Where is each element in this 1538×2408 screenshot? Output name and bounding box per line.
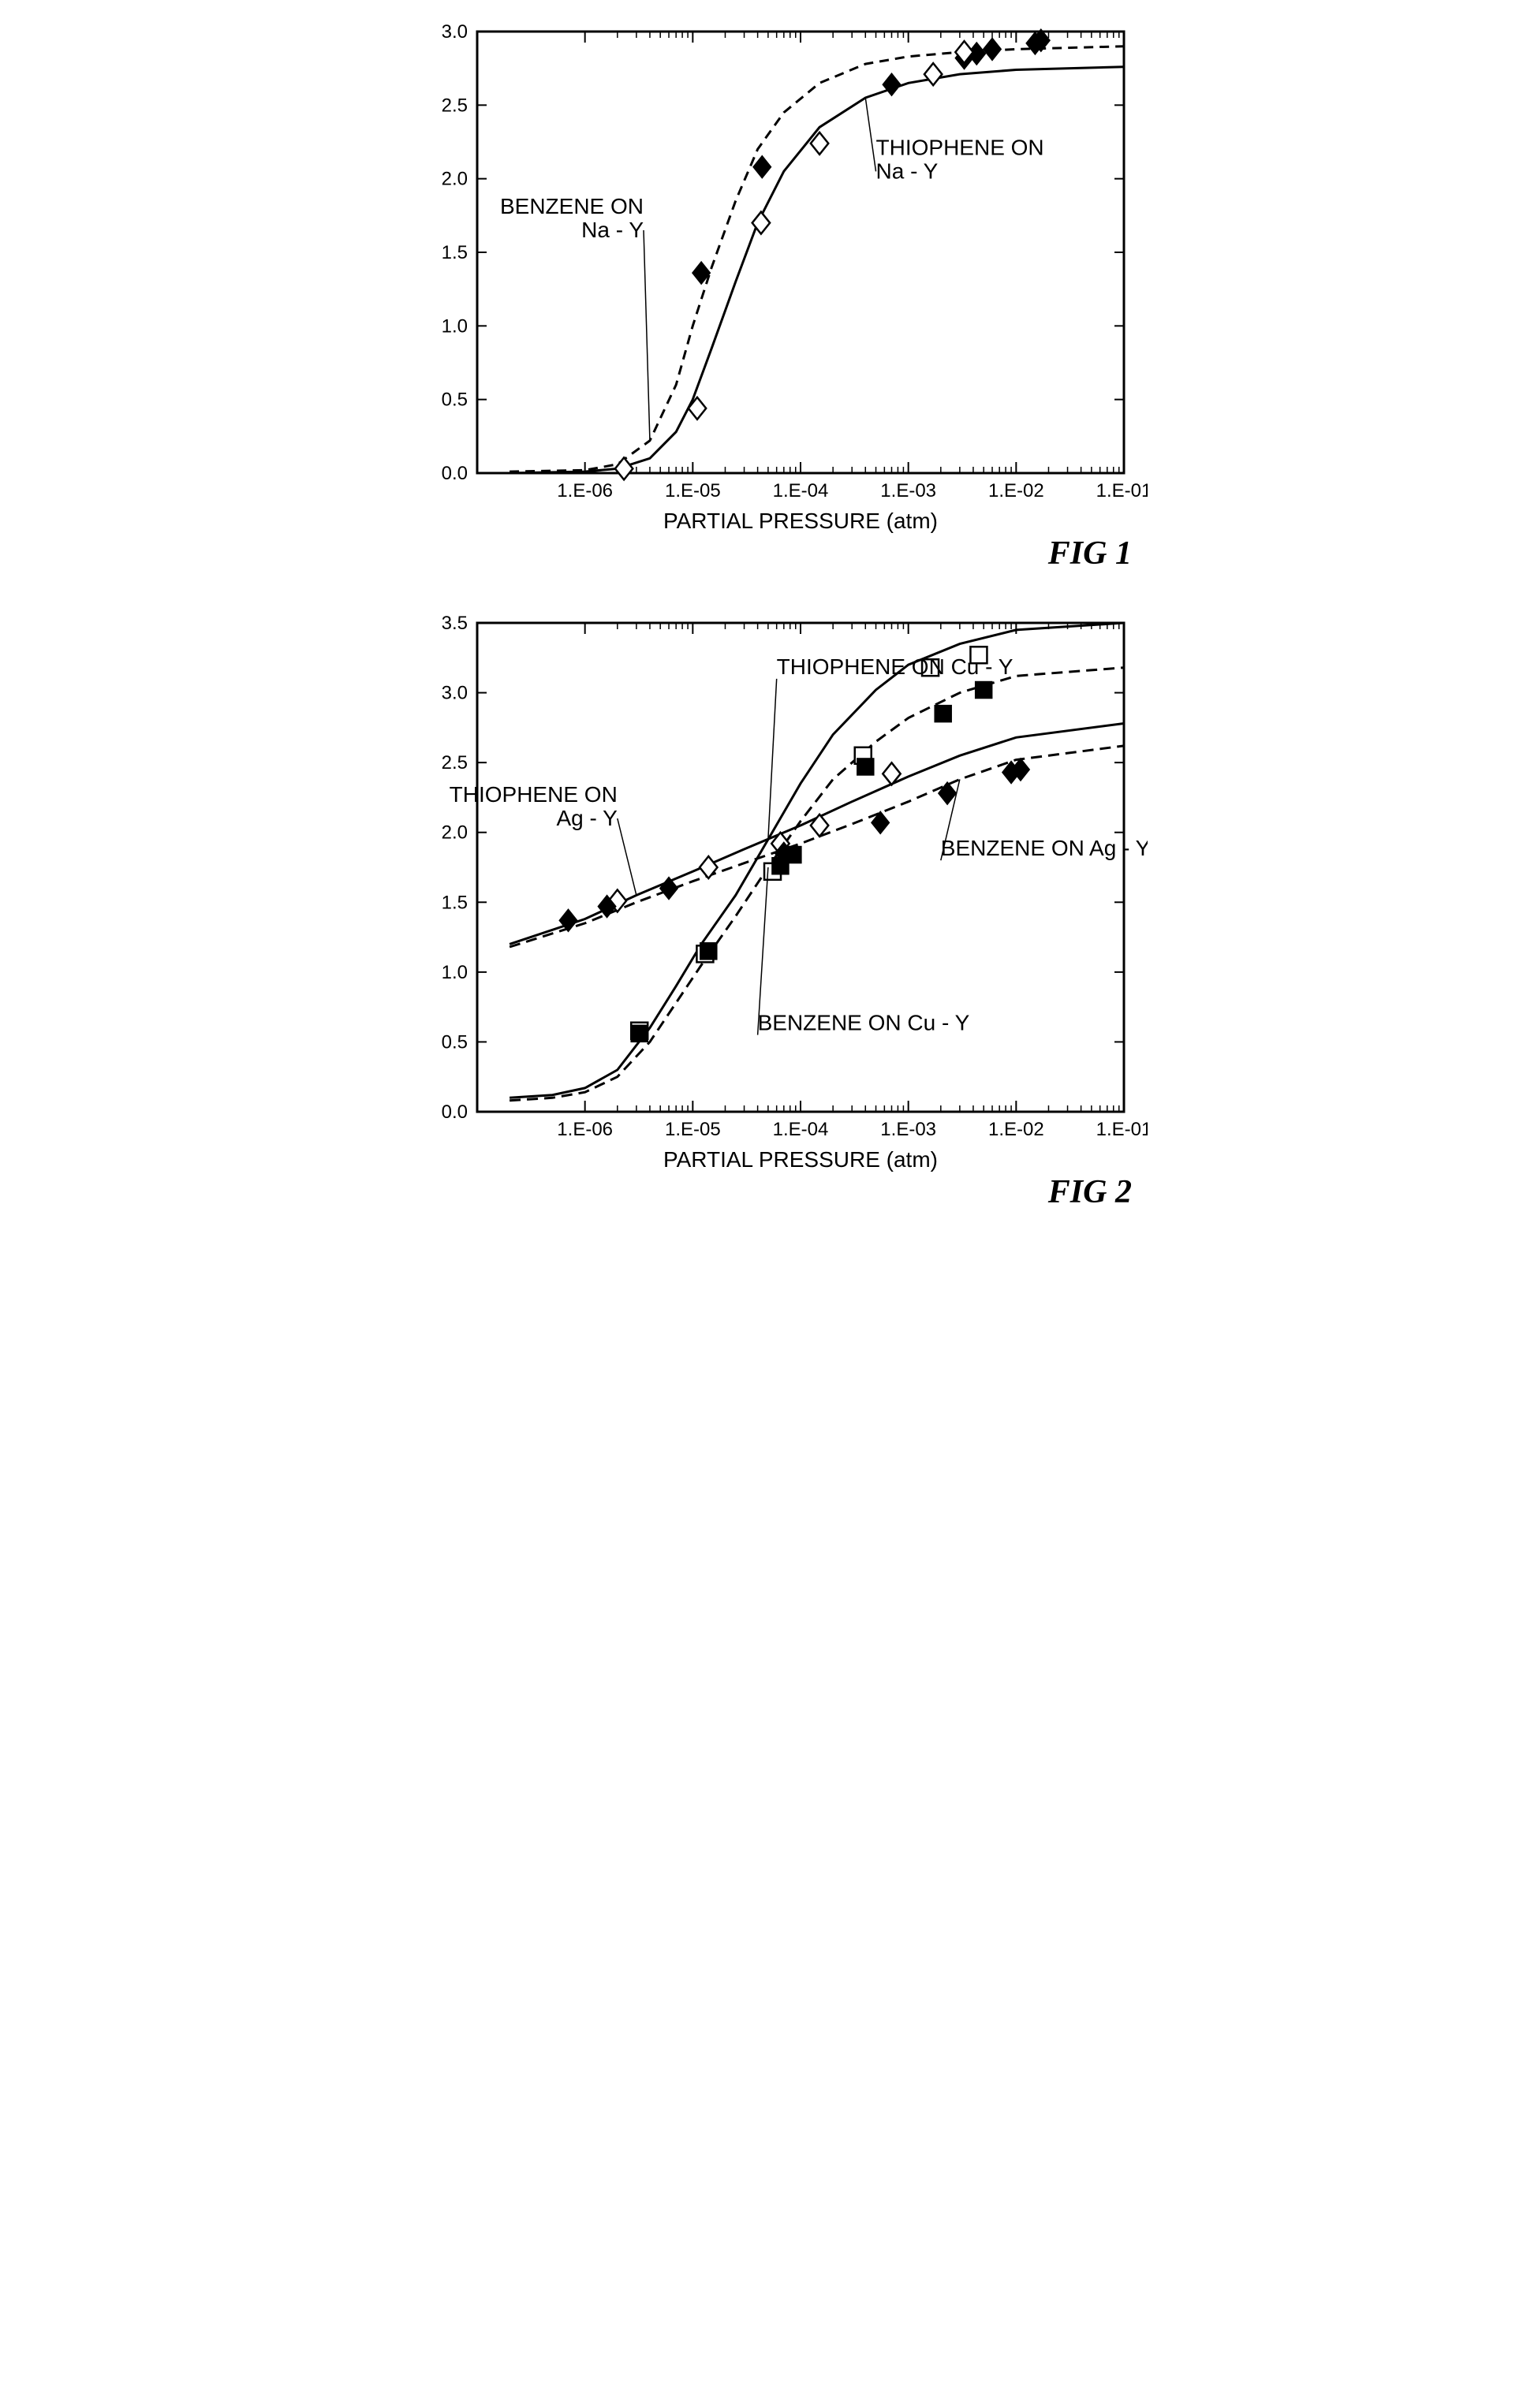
figure-1-chart: 0.0 0.5 1.0 1.5 2.0 2.5 3.0 1.E-06 1.E-05 1.E-04 1… (390, 16, 1148, 576)
series-annotation: Na - Y (581, 218, 644, 242)
x-tick-label: 1.E-06 (557, 1119, 613, 1140)
series-annotation: THIOPHENE ON Cu - Y (777, 654, 1014, 679)
y-tick-label: 0.0 (442, 463, 468, 484)
x-tick-label: 1.E-02 (988, 480, 1044, 501)
y-tick-label: 3.0 (442, 21, 468, 43)
x-tick-label: 1.E-04 (773, 1119, 829, 1140)
y-tick-label: 3.0 (442, 683, 468, 704)
x-tick-label: 1.E-05 (665, 1119, 721, 1140)
y-tick-label: 1.5 (442, 892, 468, 913)
series-annotation: BENZENE ON Cu - Y (758, 1011, 970, 1035)
x-tick-label: 1.E-01 (1096, 480, 1148, 501)
x-tick-label: 1.E-03 (880, 480, 936, 501)
figure-1-wrapper: 0.0 0.5 1.0 1.5 2.0 2.5 3.0 1.E-06 1.E-05 1.E-04 1… (390, 16, 1148, 576)
marker-square-filled (700, 943, 717, 960)
series-annotation: BENZENE ON (500, 194, 644, 218)
x-tick-label: 1.E-03 (880, 1119, 936, 1140)
x-axis-label: PARTIAL PRESSURE (atm) (663, 509, 938, 533)
y-tick-label: 1.5 (442, 242, 468, 263)
y-tick-label: 2.0 (442, 169, 468, 190)
y-tick-label: 2.5 (442, 95, 468, 116)
marker-square-filled (976, 682, 992, 699)
marker-square-filled (631, 1025, 648, 1042)
figure-container: 0.0 0.5 1.0 1.5 2.0 2.5 3.0 1.E-06 1.E-05 1.E-04 1… (390, 16, 1148, 1214)
x-tick-label: 1.E-02 (988, 1119, 1044, 1140)
marker-square-filled (857, 759, 874, 775)
x-tick-label: 1.E-04 (773, 480, 829, 501)
series-annotation: THIOPHENE ON (876, 135, 1044, 159)
marker-square-filled (935, 706, 951, 722)
y-tick-label: 1.0 (442, 315, 468, 337)
series-annotation: Na - Y (876, 158, 939, 183)
figure-label: FIG 1 (1047, 535, 1132, 572)
series-annotation: THIOPHENE ON (450, 782, 618, 807)
y-tick-label: 2.5 (442, 752, 468, 773)
figure-label: FIG 2 (1047, 1174, 1132, 1210)
figure-2-wrapper: 0.0 0.5 1.0 1.5 2.0 2.5 3.0 3.5 1.E-06 1.E-05 1.E-… (390, 607, 1148, 1214)
y-tick-label: 0.0 (442, 1101, 468, 1123)
figure-2-chart: 0.0 0.5 1.0 1.5 2.0 2.5 3.0 3.5 1.E-06 1.E-05 1.E-… (390, 607, 1148, 1214)
series-annotation: BENZENE ON Ag - Y (941, 836, 1148, 860)
y-tick-label: 3.5 (442, 613, 468, 634)
x-axis-label: PARTIAL PRESSURE (atm) (663, 1147, 938, 1172)
y-tick-label: 0.5 (442, 390, 468, 411)
y-tick-label: 0.5 (442, 1031, 468, 1053)
y-tick-label: 1.0 (442, 962, 468, 983)
x-tick-label: 1.E-06 (557, 480, 613, 501)
x-tick-label: 1.E-01 (1096, 1119, 1148, 1140)
x-tick-label: 1.E-05 (665, 480, 721, 501)
y-tick-label: 2.0 (442, 822, 468, 844)
series-annotation: Ag - Y (556, 806, 618, 830)
